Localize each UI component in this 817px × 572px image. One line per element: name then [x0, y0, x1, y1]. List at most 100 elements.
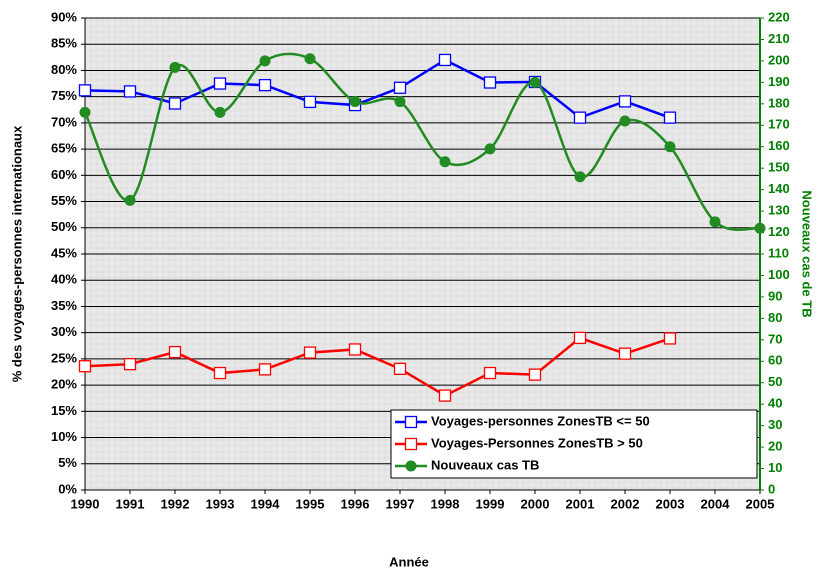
series-line	[84, 58, 671, 120]
y-tick-label: 40%	[51, 272, 77, 287]
series-line	[84, 336, 671, 398]
y2-tick-label: 90	[768, 288, 782, 303]
marker	[258, 78, 272, 92]
y-tick-label: 35%	[51, 298, 77, 313]
y-tick-label: 80%	[51, 62, 77, 77]
legend-box	[390, 409, 758, 479]
y-tick-label: 20%	[51, 377, 77, 392]
x-tick-label: 1995	[296, 496, 325, 511]
y-tick-label: 65%	[51, 141, 77, 156]
y2-tick-label: 10	[768, 460, 782, 475]
marker	[404, 437, 418, 451]
y2-tick-label: 80	[768, 310, 782, 325]
marker	[709, 216, 721, 228]
marker	[393, 81, 407, 94]
marker	[484, 143, 496, 155]
x-tick-label: 1999	[476, 496, 505, 511]
marker	[214, 106, 226, 118]
legend-label: Voyages-Personnes ZonesTB > 50	[431, 435, 643, 450]
marker	[573, 111, 587, 124]
marker	[404, 415, 418, 429]
marker	[123, 357, 137, 371]
marker	[574, 171, 586, 183]
marker	[394, 96, 406, 108]
marker	[78, 360, 92, 373]
marker	[528, 368, 542, 381]
x-tick-label: 1990	[71, 496, 100, 511]
marker	[168, 97, 182, 110]
y-tick-label: 15%	[51, 403, 77, 418]
marker	[573, 331, 587, 345]
y2-tick-label: 70	[768, 331, 782, 346]
marker	[664, 141, 676, 153]
marker	[304, 53, 316, 65]
marker	[439, 156, 451, 168]
y-tick-label: 70%	[51, 114, 77, 129]
x-axis-label: Année	[389, 554, 429, 569]
y2-tick-label: 200	[768, 52, 790, 67]
y2-tick-label: 150	[768, 160, 790, 175]
y2-tick-label: 0	[768, 481, 775, 496]
marker	[124, 194, 136, 206]
y-tick-label: 60%	[51, 167, 77, 182]
x-tick-label: 1998	[431, 496, 460, 511]
marker	[529, 76, 541, 88]
y-tick-label: 30%	[51, 324, 77, 339]
marker	[78, 84, 92, 97]
x-tick-label: 2003	[656, 496, 685, 511]
marker	[663, 332, 677, 345]
y2-tick-label: 170	[768, 117, 790, 132]
marker	[405, 460, 417, 472]
y2-tick-label: 120	[768, 224, 790, 239]
marker	[79, 106, 91, 118]
marker	[663, 111, 677, 124]
y2-tick-label: 180	[768, 95, 790, 110]
y-tick-label: 5%	[58, 455, 77, 470]
marker	[483, 76, 497, 89]
y2-tick-label: 100	[768, 267, 790, 282]
marker	[303, 346, 317, 359]
y2-tick-label: 140	[768, 181, 790, 196]
legend-label: Voyages-personnes ZonesTB <= 50	[431, 413, 650, 428]
y-tick-label: 85%	[51, 36, 77, 51]
y-tick-label: 90%	[51, 9, 77, 24]
x-tick-label: 1992	[161, 496, 190, 511]
y2-tick-label: 20	[768, 439, 782, 454]
marker	[213, 366, 227, 380]
y-tick-label: 0%	[58, 481, 77, 496]
y-tick-label: 25%	[51, 350, 77, 365]
y-tick-label: 55%	[51, 193, 77, 208]
y2-tick-label: 220	[768, 9, 790, 24]
marker	[303, 95, 317, 109]
x-tick-label: 1993	[206, 496, 235, 511]
y-tick-label: 10%	[51, 429, 77, 444]
marker	[258, 363, 272, 376]
x-tick-label: 2001	[566, 496, 595, 511]
y2-tick-label: 160	[768, 138, 790, 153]
x-tick-label: 2005	[746, 496, 775, 511]
marker	[348, 343, 362, 356]
x-tick-label: 1994	[251, 496, 281, 511]
y-axis-label: % des voyages-personnes internationaux	[9, 125, 24, 382]
legend-label: Nouveaux cas TB	[431, 457, 539, 472]
x-tick-label: 1991	[116, 496, 145, 511]
x-tick-label: 2000	[521, 496, 550, 511]
marker	[438, 389, 452, 402]
x-tick-label: 1996	[341, 496, 370, 511]
y2-axis-label: Nouveaux cas de TB	[800, 190, 815, 317]
y2-tick-label: 190	[768, 74, 790, 89]
marker	[169, 61, 181, 73]
y-tick-label: 50%	[51, 219, 77, 234]
y-tick-label: 45%	[51, 245, 77, 260]
marker	[618, 95, 632, 108]
y2-tick-label: 60	[768, 353, 782, 368]
marker	[619, 115, 631, 127]
y2-tick-label: 50	[768, 374, 782, 389]
y-tick-label: 75%	[51, 88, 77, 103]
marker	[393, 362, 407, 376]
marker	[349, 96, 361, 108]
marker	[754, 222, 766, 234]
marker	[483, 366, 497, 380]
marker	[213, 77, 227, 90]
